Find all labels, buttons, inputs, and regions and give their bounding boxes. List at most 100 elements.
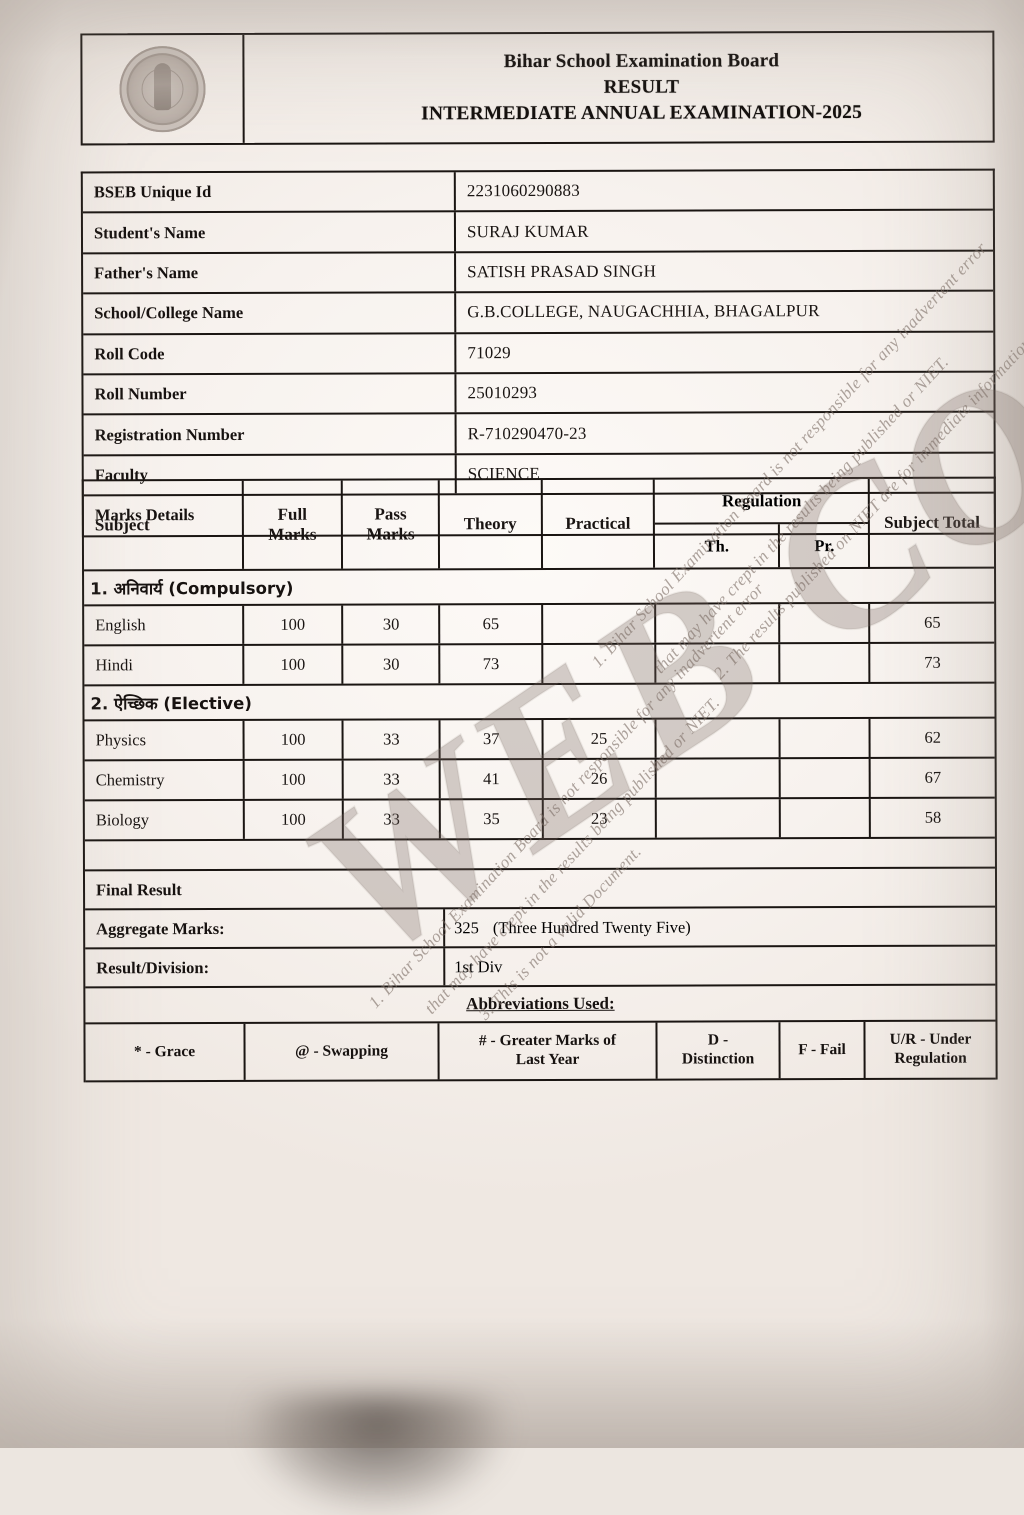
- detail-row-student-name: Student's Name SURAJ KUMAR: [82, 210, 994, 255]
- col-header-full-marks: Full Marks: [243, 480, 344, 569]
- abbreviation-text: * - Grace: [133, 1042, 196, 1060]
- cell-full-marks: 100: [244, 800, 345, 839]
- section-header-compulsory: 1. अनिवार्य (Compulsory): [84, 568, 995, 607]
- cell-subject: Physics: [84, 720, 245, 760]
- cell-theory: 35: [440, 799, 544, 839]
- abbreviation-under-regulation: U/R - Under Regulation: [865, 1022, 995, 1078]
- cell-pass-marks: 33: [344, 760, 441, 799]
- abbreviation-greater-marks: # - Greater Marks of Last Year: [439, 1022, 658, 1080]
- aggregate-marks-label: Aggregate Marks:: [85, 909, 446, 948]
- table-row: Hindi 100 30 73 73: [84, 643, 995, 687]
- col-header-pass-marks: Pass Marks: [343, 480, 441, 569]
- detail-value: 2231060290883: [466, 181, 580, 201]
- detail-value: SATISH PRASAD SINGH: [467, 261, 657, 282]
- table-row: Chemistry 100 33 41 26 67: [84, 758, 995, 802]
- cell-practical: 26: [543, 759, 657, 798]
- paper-background: [0, 0, 1024, 1448]
- abbreviation-fail: F - Fail: [780, 1021, 866, 1079]
- cell-reg-pr: [781, 758, 872, 798]
- detail-label: Roll Code: [83, 333, 457, 374]
- table-row: English 100 30 65 65: [84, 603, 995, 647]
- marks-table: Subject Full Marks Pass Marks Theory Pra…: [81, 476, 998, 1083]
- col-header-regulation-group: Regulation Th. Pr.: [655, 478, 871, 568]
- abbreviation-text-l1: U/R - Under: [889, 1031, 972, 1049]
- col-header-pass-marks-l1: Pass: [374, 504, 407, 524]
- abbreviation-text: F - Fail: [798, 1040, 846, 1058]
- abbreviation-text-l1: D -: [707, 1031, 729, 1049]
- detail-value: SURAJ KUMAR: [466, 221, 589, 241]
- detail-row-roll-number: Roll Number 25010293: [83, 372, 994, 416]
- cell-subject: Hindi: [84, 645, 245, 685]
- cell-subject-total: 73: [924, 652, 941, 672]
- abbreviations-title: Abbreviations Used:: [85, 985, 996, 1025]
- cell-subject-total: 65: [924, 612, 941, 632]
- col-header-subject: Subject: [83, 480, 244, 570]
- cell-full-marks: 100: [244, 720, 345, 759]
- spacer-row: [84, 838, 995, 872]
- cell-reg-pr: [781, 798, 872, 838]
- cell-reg-pr: [780, 603, 871, 643]
- final-result-header: Final Result: [84, 868, 996, 911]
- col-header-pass-marks-l2: Marks: [366, 524, 415, 544]
- bseb-seal-icon: [119, 46, 206, 133]
- abbreviation-text-l1: # - Greater Marks of: [478, 1032, 617, 1050]
- cell-subject: English: [84, 605, 244, 645]
- detail-value: R-710290470-23: [467, 423, 587, 443]
- cell-subject: Biology: [84, 800, 245, 840]
- detail-value: G.B.COLLEGE, NAUGACHHIA, BHAGALPUR: [467, 301, 820, 322]
- section-title: 2. ऐच्छिक (Elective): [90, 693, 252, 714]
- col-header-regulation-pr: Pr.: [814, 535, 835, 555]
- detail-row-school-name: School/College Name G.B.COLLEGE, NAUGACH…: [83, 291, 994, 335]
- cell-reg-th: [656, 759, 782, 798]
- section-header-elective: 2. ऐच्छिक (Elective): [84, 683, 995, 722]
- abbreviation-grace: * - Grace: [85, 1023, 246, 1081]
- result-label: RESULT: [603, 76, 680, 98]
- aggregate-marks-value-cell: 325 (Three Hundred Twenty Five): [445, 908, 995, 947]
- aggregate-marks-words: (Three Hundred Twenty Five): [492, 917, 691, 937]
- detail-row-registration-number: Registration Number R-710290470-23: [83, 412, 994, 457]
- logo-cell: [82, 34, 245, 144]
- final-result-title: Final Result: [96, 879, 182, 899]
- abbreviations-row: * - Grace @ - Swapping # - Greater Marks…: [85, 1021, 996, 1083]
- photo-shadow-smudge: [245, 1395, 510, 1515]
- col-header-full-marks-l2: Marks: [268, 524, 317, 544]
- cell-reg-pr: [780, 718, 871, 758]
- cell-reg-th: [656, 644, 781, 683]
- detail-label: Roll Number: [83, 374, 457, 414]
- detail-value: 25010293: [467, 383, 538, 403]
- cell-practical: 25: [543, 719, 657, 758]
- cell-full-marks: 100: [243, 605, 344, 644]
- cell-pass-marks: 33: [344, 800, 442, 839]
- detail-label: BSEB Unique Id: [82, 172, 456, 212]
- cell-full-marks: 100: [243, 645, 344, 684]
- detail-row-father-name: Father's Name SATISH PRASAD SINGH: [83, 251, 994, 295]
- division-row: Result/Division: 1st Div: [85, 946, 996, 989]
- abbreviation-text-l2: Regulation: [894, 1049, 967, 1067]
- cell-theory: 65: [440, 604, 544, 644]
- col-header-regulation: Regulation: [655, 478, 869, 525]
- detail-label: Father's Name: [83, 253, 457, 293]
- detail-label: Registration Number: [83, 414, 457, 455]
- col-header-practical: Practical: [542, 479, 656, 568]
- cell-subject-total: 58: [924, 807, 942, 827]
- exam-name: INTERMEDIATE ANNUAL EXAMINATION-2025: [421, 101, 863, 125]
- abbreviation-text-l2: Distinction: [681, 1050, 755, 1068]
- result-marksheet: Bihar School Examination Board RESULT IN…: [80, 30, 1024, 1087]
- cell-full-marks: 100: [244, 760, 345, 799]
- detail-row-roll-code: Roll Code 71029: [83, 332, 994, 376]
- cell-subject-total: 62: [924, 727, 941, 747]
- table-row: Physics 100 33 37 25 62: [84, 718, 995, 762]
- division-label: Result/Division:: [85, 948, 446, 987]
- detail-label: Student's Name: [82, 212, 457, 253]
- document-header: Bihar School Examination Board RESULT IN…: [80, 30, 995, 146]
- title-block: Bihar School Examination Board RESULT IN…: [244, 33, 992, 143]
- cell-practical: [543, 644, 657, 683]
- cell-reg-th: [655, 604, 781, 643]
- cell-theory: 37: [440, 719, 544, 759]
- cell-pass-marks: 30: [343, 605, 441, 644]
- detail-value: 71029: [467, 342, 511, 362]
- abbreviation-distinction: D - Distinction: [657, 1022, 781, 1079]
- detail-label: School/College Name: [83, 293, 457, 333]
- cell-reg-pr: [780, 643, 871, 683]
- col-header-full-marks-l1: Full: [277, 504, 307, 524]
